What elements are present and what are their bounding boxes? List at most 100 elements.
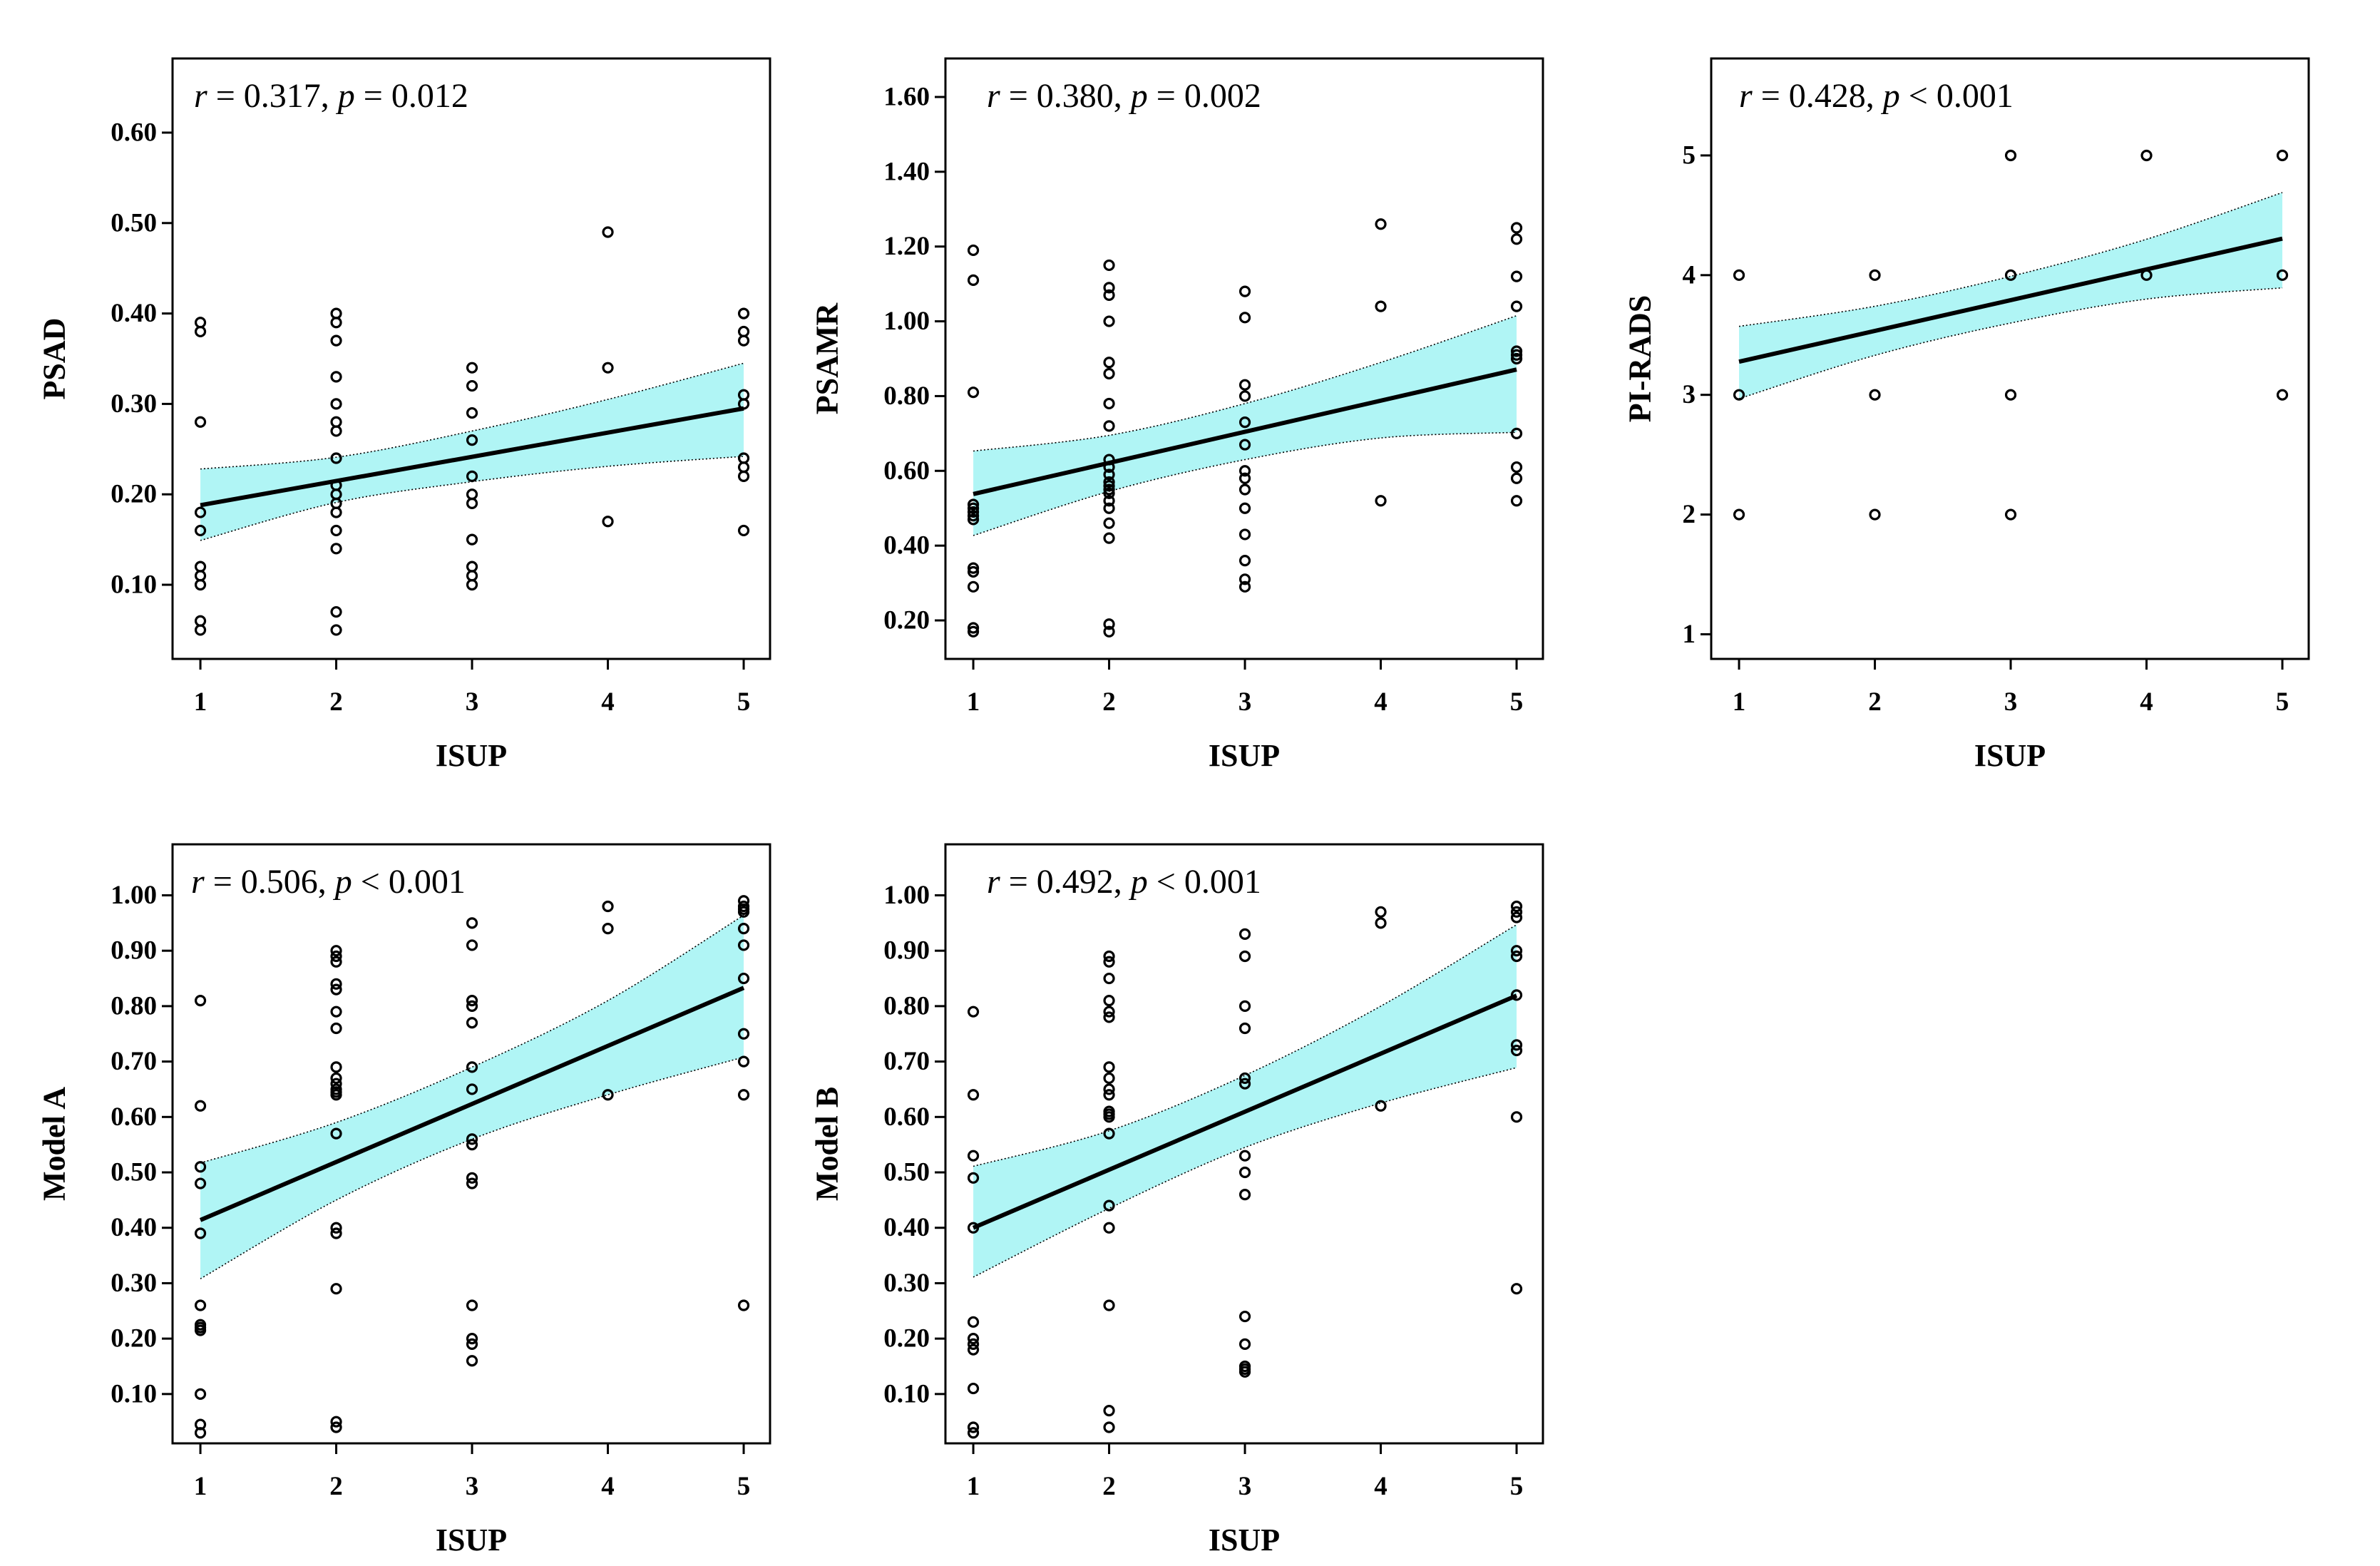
data-point — [967, 566, 980, 578]
y-tick-label: 0.30 — [883, 1269, 930, 1298]
y-tick-label: 0.30 — [111, 1269, 157, 1298]
p-value: < 0.001 — [1900, 77, 2014, 115]
data-point — [1510, 270, 1523, 282]
x-tick-label: 5 — [737, 1472, 751, 1501]
data-point — [1103, 1061, 1115, 1073]
x-tick-label: 5 — [1510, 687, 1524, 717]
data-point — [602, 923, 614, 935]
data-point — [967, 1172, 980, 1184]
confidence-band — [200, 915, 744, 1279]
data-point — [466, 578, 478, 591]
r-symbol: r — [191, 863, 205, 901]
data-point — [1238, 1166, 1251, 1179]
data-point — [1238, 472, 1251, 484]
data-point — [1510, 222, 1523, 234]
data-point — [1375, 1100, 1387, 1112]
data-point — [466, 362, 478, 374]
y-tick-label: 5 — [1683, 140, 1696, 170]
data-point — [1103, 469, 1115, 481]
data-point — [330, 1022, 342, 1035]
x-tick-label: 1 — [1733, 687, 1746, 717]
x-tick-label: 4 — [1374, 1472, 1388, 1501]
data-point — [466, 1133, 478, 1145]
data-point — [466, 1333, 478, 1345]
data-point — [466, 1083, 478, 1095]
data-point — [466, 570, 478, 582]
data-point — [967, 580, 980, 593]
x-tick-label: 5 — [737, 687, 751, 717]
y-axis-label: PSAD — [37, 318, 72, 400]
data-point — [1510, 1283, 1523, 1295]
y-tick-label: 0.80 — [883, 382, 930, 411]
data-point — [1375, 495, 1387, 507]
data-point — [1238, 1072, 1251, 1085]
data-point — [1238, 285, 1251, 297]
y-axis-label: PSAMR — [810, 302, 845, 415]
data-point — [466, 1139, 478, 1151]
x-tick-label: 2 — [1102, 1472, 1116, 1501]
data-point — [1510, 1044, 1523, 1057]
data-point — [1238, 1078, 1251, 1090]
data-point — [1238, 928, 1251, 940]
data-point — [967, 502, 980, 514]
x-tick-label: 4 — [601, 1472, 615, 1501]
data-point — [194, 1161, 207, 1173]
data-point — [330, 371, 342, 383]
p-symbol: p — [333, 863, 352, 901]
data-point — [1103, 461, 1115, 474]
r-value: = 0.428, — [1753, 77, 1883, 115]
data-point — [330, 624, 342, 636]
data-point — [330, 978, 342, 990]
correlation-annotation: r = 0.380, p = 0.002 — [987, 77, 1261, 115]
data-point — [1103, 420, 1115, 432]
data-point — [194, 317, 207, 329]
panel-model-a: 0.10 0.20 0.30 0.40 0.50 0.60 0.70 0.80 0.90 1.00… — [37, 843, 771, 1557]
y-tick-label: 0.60 — [111, 118, 157, 147]
plot-frame — [171, 57, 771, 660]
data-point — [737, 307, 750, 319]
data-point — [737, 1299, 750, 1311]
confidence-band-upper — [200, 914, 744, 1164]
data-point — [1238, 465, 1251, 477]
data-point — [1103, 1072, 1115, 1085]
y-tick-label: 0.50 — [883, 1158, 930, 1187]
data-point — [1510, 1039, 1523, 1051]
regression-line — [973, 367, 1517, 496]
data-point — [1103, 956, 1115, 968]
x-tick-label: 4 — [1374, 687, 1388, 717]
x-tick-label: 4 — [2140, 687, 2153, 717]
regression-line — [972, 993, 1518, 1230]
correlation-annotation: r = 0.506, p < 0.001 — [191, 863, 466, 901]
data-point — [737, 325, 750, 338]
data-point — [466, 533, 478, 546]
data-point — [1103, 1127, 1115, 1140]
data-point — [1238, 390, 1251, 402]
x-tick-label: 1 — [194, 1472, 207, 1501]
data-point — [466, 497, 478, 509]
data-point — [2004, 149, 2017, 162]
data-point — [466, 488, 478, 501]
data-point — [602, 1089, 614, 1101]
y-tick-label: 1.00 — [883, 307, 930, 336]
data-point — [2004, 508, 2017, 521]
p-value: < 0.001 — [352, 863, 466, 901]
data-point — [967, 562, 980, 574]
data-point — [194, 524, 207, 537]
data-point — [967, 1382, 980, 1395]
data-point — [737, 470, 750, 482]
data-point — [330, 1283, 342, 1295]
data-point — [330, 334, 342, 347]
y-axis-label: PI-RADS — [1623, 295, 1658, 422]
confidence-band-upper — [1738, 192, 2283, 327]
y-tick-label: 0.20 — [883, 605, 930, 635]
y-tick-label: 0.50 — [111, 208, 157, 237]
data-point — [1103, 476, 1115, 488]
data-point — [737, 939, 750, 951]
data-point — [967, 510, 980, 522]
data-point — [1238, 1022, 1251, 1035]
data-point — [194, 1427, 207, 1439]
y-tick-label: 0.40 — [111, 1213, 157, 1242]
r-symbol: r — [987, 77, 1000, 115]
data-point — [1510, 349, 1523, 361]
panel-psamr: 0.20 0.40 0.60 0.80 1.00 1.20 1.40 1.60 1 2 3 4 5 ISU… — [810, 57, 1544, 773]
